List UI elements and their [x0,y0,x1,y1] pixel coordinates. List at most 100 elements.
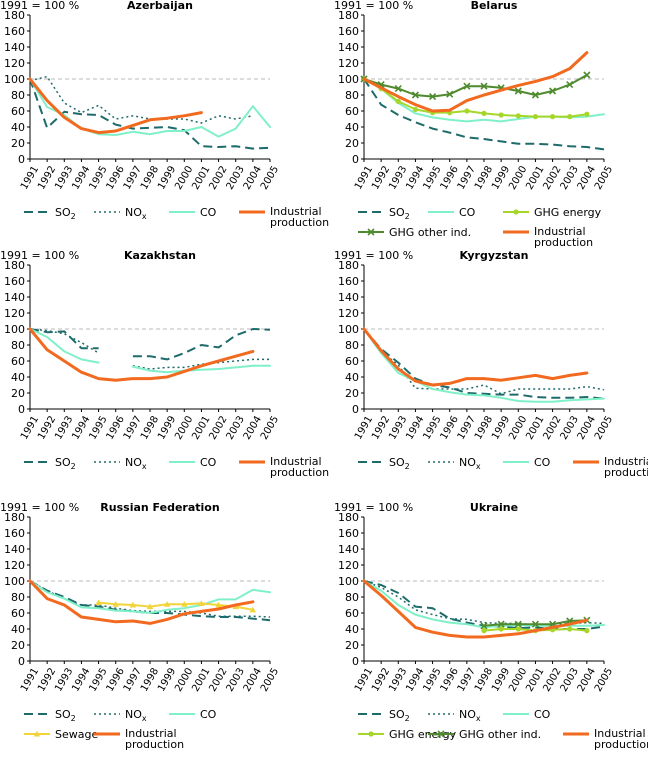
y-tick-label: 80 [345,339,359,352]
y-tick-label: 80 [345,89,359,102]
legend-label-ghg-energy: GHG energy [389,728,457,741]
y-tick-label: 160 [4,527,25,540]
y-tick-label: 20 [345,137,359,150]
series-industrial-production [28,579,255,625]
series-nox [29,328,270,370]
legend-label-nox-sub: x [142,462,147,471]
x-tick-label: 2005 [593,414,615,442]
y-tick-label: 20 [345,387,359,400]
data-point-ghg-energy [584,628,590,634]
series-industrial-production [28,327,255,382]
legend-label-industrial-1: Industrial [125,727,177,740]
series-ghg-energy [361,76,590,120]
series-line-industrial-production [362,327,589,387]
data-point-ghg-other-ind [463,82,471,90]
legend-label-so2-sub: 2 [71,714,76,723]
legend-marker-ghg-other-ind [437,730,445,738]
x-tick-label: 2005 [259,414,281,442]
series-line-industrial-production [362,579,589,639]
y-tick-label: 140 [4,543,25,556]
legend-label-industrial-1: Industrial [604,455,648,468]
x-tick-label: 2005 [593,164,615,192]
y-tick-label: 100 [338,73,359,86]
data-point-ghg-other-ind [549,87,557,95]
y-tick-label: 160 [338,275,359,288]
y-tick-label: 0 [352,655,359,668]
data-point-ghg-energy [567,114,573,120]
data-point-ghg-other-ind [566,81,574,89]
y-tick-label: 120 [4,559,25,572]
legend-label-so2: SO2 [389,708,410,723]
data-point-ghg-energy [498,112,504,118]
data-point-sewage [198,600,205,606]
legend-label-co: CO [200,206,217,219]
panel-azerbaijan: 1991 = 100 % Azerbaijan 0 20 40 60 80 100 120 140… [0,0,329,229]
data-point-ghg-other-ind [480,82,488,90]
data-point-ghg-other-ind [514,620,522,628]
legend-label-co: CO [200,708,217,721]
series-line-co [29,78,271,138]
legend-label-industrial-2: production [604,466,648,479]
y-tick-label: 40 [11,623,25,636]
y-tick-label: 40 [345,121,359,134]
legend-label-ghg-other: GHG other ind. [389,226,471,239]
y-tick-label: 40 [345,623,359,636]
y-tick-label: 60 [11,355,25,368]
data-point-ghg-energy [481,110,487,116]
panel-unit-label: 1991 = 100 % [0,501,79,514]
data-point-ghg-energy [549,114,556,120]
legend-label-so2: SO2 [55,708,76,723]
data-point-ghg-other-ind [514,87,522,95]
y-tick-label: 100 [4,575,25,588]
y-tick-label: 40 [11,121,25,134]
y-tick-label: 120 [338,559,359,572]
series-co [29,78,271,138]
data-point-ghg-energy [515,113,521,119]
series-line-so2 [29,78,271,150]
series-line-industrial-production [28,327,255,382]
legend-label-so2: SO2 [55,206,76,221]
legend-label-so2-sub: 2 [405,714,410,723]
panel-unit-label: 1991 = 100 % [334,501,413,514]
y-tick-label: 40 [11,371,25,384]
y-tick-label: 100 [338,323,359,336]
data-point-ghg-energy [515,626,521,632]
legend-label-sewage: Sewage [55,728,98,741]
legend-marker-sewage [33,730,41,737]
series-line-so2 [363,328,605,400]
y-tick-label: 0 [18,153,25,166]
series-so2 [363,328,605,400]
legend-label-co: CO [534,708,551,721]
y-tick-label: 100 [4,323,25,336]
data-point-sewage [215,601,222,608]
y-tick-label: 180 [338,9,359,22]
panel-title: Ukraine [470,501,518,514]
panel-ukraine: 1991 = 100 % Ukraine 0 20 40 60 80 100 120 140 160… [334,501,648,751]
series-nox [29,75,254,124]
legend-label-so2-sub: 2 [405,212,410,221]
y-tick-label: 20 [11,639,25,652]
series-line-nox [29,75,254,124]
series-industrial-production [362,327,589,387]
y-tick-label: 20 [11,137,25,150]
series-line-industrial-production [28,579,255,625]
data-point-ghg-energy [395,98,401,104]
legend-label-so2-sub: 2 [71,212,76,221]
legend-label-nox-sub: x [476,462,481,471]
series-industrial-production [362,579,589,639]
data-point-ghg-other-ind [497,620,505,628]
data-point-ghg-energy [412,106,419,112]
series-nox [363,328,605,395]
y-tick-label: 140 [338,543,359,556]
x-tick-label: 2005 [259,164,281,192]
y-tick-label: 0 [352,403,359,416]
x-tick-label: 2005 [259,666,281,694]
legend-label-so2: SO2 [389,456,410,471]
y-tick-label: 100 [338,575,359,588]
legend-label-co: CO [459,206,476,219]
series-so2 [29,78,271,150]
legend: SO2 NOx CO GHG energy GHG other ind. Industri… [358,708,648,751]
y-tick-label: 140 [338,291,359,304]
series-co [363,328,605,403]
